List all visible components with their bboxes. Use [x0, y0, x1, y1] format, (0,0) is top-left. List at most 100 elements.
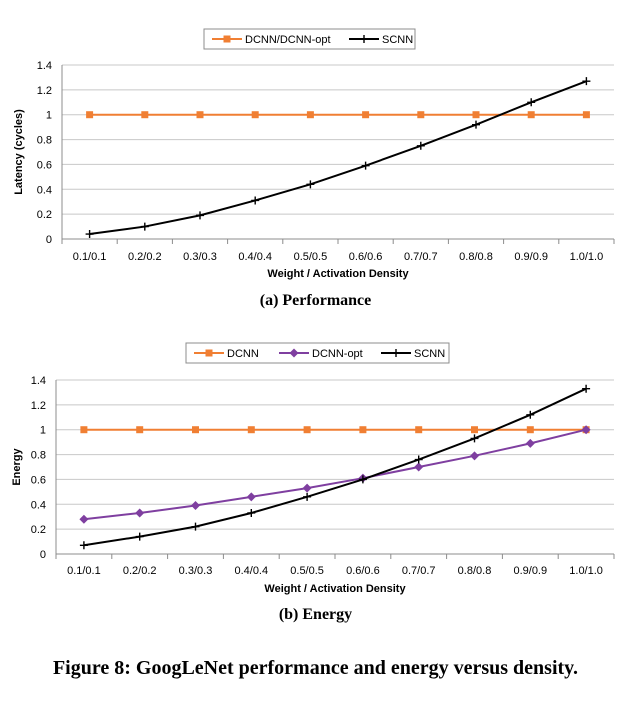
legend-item: SCNN — [349, 34, 413, 46]
x-tick-label: 0.6/0.6 — [349, 251, 383, 263]
energy-chart: 0 0.2 0.4 0.6 0.8 1 1.2 1.4 0.1/0.1 0.2/0.2 0.3/0.… — [11, 342, 615, 595]
data-point — [191, 501, 200, 511]
y-tick-label: 0.8 — [37, 135, 52, 147]
x-tick-label: 0.7/0.7 — [402, 565, 436, 577]
legend-label: SCNN — [414, 348, 445, 360]
data-point — [251, 196, 260, 205]
data-point — [582, 111, 590, 119]
series-line — [89, 80, 587, 236]
data-point — [526, 426, 534, 434]
data-point — [470, 434, 479, 443]
legend-label: DCNN/DCNN-opt — [245, 34, 331, 46]
x-tick-label: 0.8/0.8 — [458, 565, 492, 577]
data-point — [306, 111, 314, 119]
data-point — [416, 141, 425, 150]
legend-marker — [289, 348, 299, 358]
data-point — [302, 483, 312, 493]
x-tick-label: 0.4/0.4 — [238, 251, 272, 263]
x-axis-title: Weight / Activation Density — [264, 583, 406, 595]
x-tick-label: 0.7/0.7 — [404, 251, 438, 263]
x-tick-label: 0.9/0.9 — [514, 251, 548, 263]
data-point — [303, 426, 311, 434]
data-point — [417, 111, 425, 119]
data-point — [581, 425, 591, 435]
legend-marker — [205, 349, 213, 357]
x-tick-label: 0.5/0.5 — [290, 565, 324, 577]
data-point — [358, 475, 367, 484]
series-scnn — [79, 384, 591, 550]
data-point — [140, 222, 149, 231]
x-axis-title: Weight / Activation Density — [267, 268, 409, 280]
data-point — [414, 455, 423, 464]
data-point — [415, 426, 423, 434]
legend-frame — [203, 28, 416, 50]
legend-label: DCNN — [227, 348, 259, 360]
x-tick-label: 0.1/0.1 — [73, 251, 107, 263]
y-tick-label: 0.2 — [31, 524, 46, 536]
data-point — [472, 111, 480, 119]
figure-caption: Figure 8: GoogLeNet performance and ener… — [52, 657, 579, 679]
x-tick-label: 0.4/0.4 — [234, 565, 268, 577]
data-point — [247, 426, 255, 434]
data-point — [136, 426, 144, 434]
data-point — [527, 111, 535, 119]
y-tick-label: 0.8 — [31, 450, 46, 462]
data-point — [251, 111, 259, 119]
y-axis-title: Latency (cycles) — [13, 109, 25, 195]
data-point — [85, 230, 94, 239]
y-tick-label: 0.6 — [37, 159, 52, 171]
data-point — [303, 492, 312, 501]
x-tick-label: 0.9/0.9 — [513, 565, 547, 577]
data-point — [359, 426, 367, 434]
data-point — [582, 384, 591, 393]
x-tick-label: 0.6/0.6 — [346, 565, 380, 577]
series-dcnn-opt — [79, 425, 591, 524]
x-tick-label: 0.1/0.1 — [67, 565, 101, 577]
y-tick-label: 0.4 — [31, 499, 46, 511]
series-dcnn — [80, 426, 590, 434]
y-tick-label: 0.4 — [37, 184, 52, 196]
legend-label: SCNN — [382, 34, 413, 46]
data-point — [525, 438, 535, 448]
legend-marker — [360, 35, 368, 43]
data-point — [79, 514, 89, 524]
data-point — [246, 492, 256, 502]
data-point — [582, 77, 591, 86]
x-tick-label: 1.0/1.0 — [570, 251, 604, 263]
y-axis-title: Energy — [11, 447, 23, 485]
series-line — [83, 428, 587, 521]
x-tick-label: 1.0/1.0 — [569, 565, 603, 577]
x-tick-label: 0.3/0.3 — [179, 565, 213, 577]
data-point — [191, 522, 200, 531]
y-tick-label: 1.4 — [31, 375, 46, 387]
y-tick-label: 1.2 — [31, 400, 46, 412]
data-point — [470, 451, 479, 461]
series-line — [83, 387, 587, 547]
y-tick-label: 1 — [46, 110, 52, 122]
performance-caption: (a) Performance — [259, 292, 372, 309]
data-point — [414, 462, 424, 472]
data-point — [196, 111, 204, 119]
legend-marker — [392, 349, 400, 357]
energy-caption: (b) Energy — [278, 606, 353, 623]
legend-marker — [223, 35, 231, 43]
x-tick-label: 0.3/0.3 — [183, 251, 217, 263]
y-tick-label: 1.4 — [37, 60, 52, 72]
legend-item: DCNN — [194, 348, 259, 360]
y-tick-label: 1 — [40, 425, 46, 437]
data-point — [79, 541, 88, 550]
x-tick-label: 0.5/0.5 — [294, 251, 328, 263]
legend-item: SCNN — [381, 348, 445, 360]
y-tick-label: 0.6 — [31, 474, 46, 486]
y-tick-label: 0.2 — [37, 209, 52, 221]
data-point — [472, 120, 480, 129]
series-scnn — [85, 77, 591, 239]
y-tick-label: 0 — [40, 549, 46, 561]
data-point — [527, 98, 536, 107]
data-point — [361, 161, 370, 170]
data-point — [247, 508, 256, 517]
series-dcnn-dcnn-opt — [86, 111, 590, 119]
legend-label: DCNN-opt — [312, 348, 363, 360]
y-tick-label: 0 — [46, 234, 52, 246]
